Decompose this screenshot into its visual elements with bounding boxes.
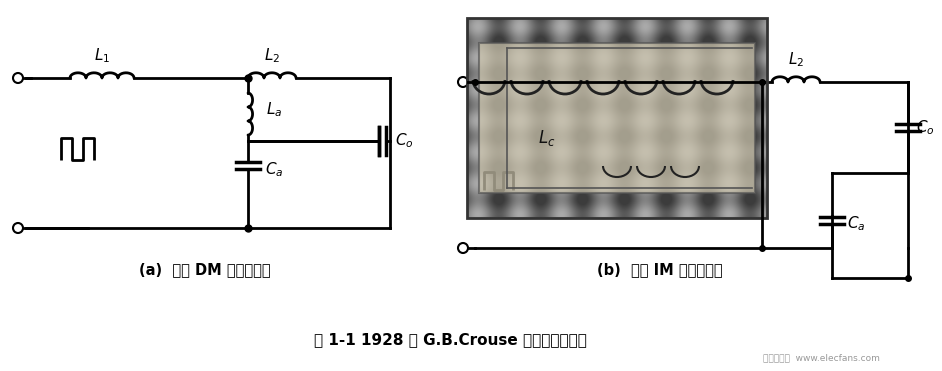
Text: 图 1-1 1928 年 G.B.Crouse 提出的滤波电路: 图 1-1 1928 年 G.B.Crouse 提出的滤波电路	[314, 332, 587, 348]
Bar	[479, 43, 755, 193]
Text: (b)  采用 IM 的滤波电路: (b) 采用 IM 的滤波电路	[597, 263, 723, 278]
Text: $C_a$: $C_a$	[847, 215, 866, 233]
Text: 电子发烧友  www.elecfans.com: 电子发烧友 www.elecfans.com	[763, 354, 880, 362]
Text: $C_o$: $C_o$	[916, 118, 934, 137]
Text: $C_a$: $C_a$	[265, 161, 284, 179]
Text: $L_2$: $L_2$	[264, 47, 280, 65]
Text: $L_c$: $L_c$	[538, 128, 556, 148]
Text: $C_o$: $C_o$	[395, 132, 414, 150]
Text: $L_2$: $L_2$	[788, 51, 804, 69]
Text: (a)  采用 DM 的滤波电路: (a) 采用 DM 的滤波电路	[139, 263, 270, 278]
Text: $L_a$: $L_a$	[266, 101, 283, 119]
Text: $L_1$: $L_1$	[94, 47, 110, 65]
Bar	[467, 18, 767, 218]
